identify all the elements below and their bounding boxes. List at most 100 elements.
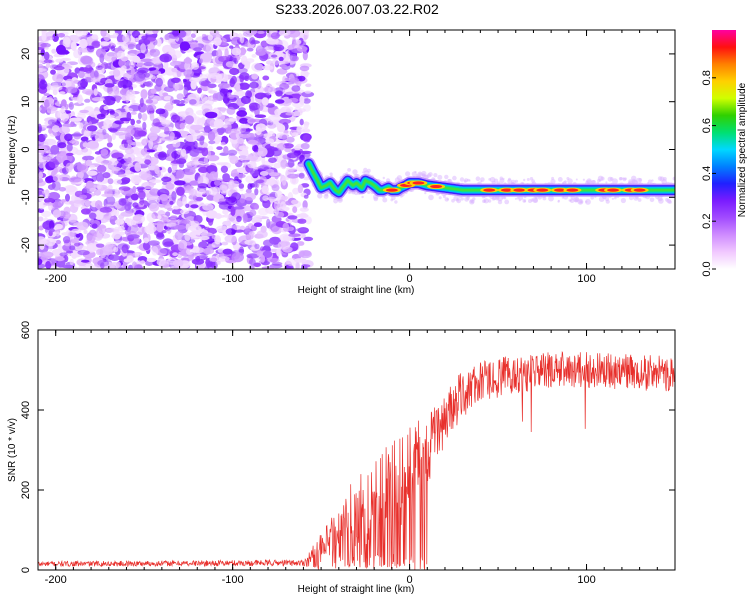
spectrogram-noise-blob xyxy=(79,194,88,200)
spectrogram-noise-blob xyxy=(294,145,301,151)
spectrogram-noise-blob xyxy=(251,54,257,58)
spectrogram-noise-blob xyxy=(273,198,280,204)
spectrogram-noise-blob xyxy=(240,133,251,139)
spectrogram-noise-blob xyxy=(193,47,203,52)
spectrogram-noise-blob xyxy=(76,97,84,102)
spectrogram-noise-blob xyxy=(185,223,191,231)
spectrogram-noise-blob xyxy=(185,184,192,192)
spectrogram-noise-blob xyxy=(243,192,256,201)
spectrogram-noise-blob xyxy=(201,103,213,112)
spectrogram-noise-blob xyxy=(239,47,246,56)
spectrogram-noise-blob xyxy=(303,176,311,181)
spectrogram-halo xyxy=(373,196,379,202)
spectrogram-noise-blob xyxy=(305,83,312,88)
spectrogram-noise-blob xyxy=(94,70,99,78)
spectrogram-noise-blob xyxy=(220,165,228,173)
spectrogram-noise-blob xyxy=(97,164,107,173)
spectrogram-halo xyxy=(526,178,530,181)
spectrogram-noise-blob xyxy=(45,176,53,184)
spectrogram-noise-blob xyxy=(178,80,183,90)
spectrogram-noise-blob xyxy=(288,97,299,103)
spectrogram-noise-blob xyxy=(300,143,310,150)
spectrogram-noise-blob xyxy=(52,174,63,183)
spectrogram-noise-blob xyxy=(195,255,201,263)
spectrogram-halo xyxy=(648,179,652,184)
spectrogram-noise-blob xyxy=(151,246,159,256)
spectrogram-noise-blob xyxy=(79,38,88,49)
spectrogram-halo xyxy=(414,170,417,174)
spectrogram-hotspot-core xyxy=(500,188,513,192)
spectrogram-noise-blob xyxy=(173,224,186,230)
spectrogram-noise-blob xyxy=(250,159,256,169)
spectrogram-noise-blob xyxy=(199,135,205,146)
spectrogram-noise-blob xyxy=(73,199,86,204)
spectrogram-noise-blob xyxy=(275,190,283,199)
spectrogram-noise-blob xyxy=(199,241,208,248)
spectrogram-noise-blob xyxy=(234,176,239,182)
spectrogram-noise-blob xyxy=(89,164,96,169)
spectrogram-noise-blob xyxy=(217,214,225,218)
spectrogram-noise-blob xyxy=(208,90,218,94)
spectrogram-noise-blob xyxy=(289,77,300,83)
spectrogram-noise-blob xyxy=(57,142,67,149)
spectrogram-noise-blob xyxy=(296,45,308,53)
spectrogram-noise-blob xyxy=(141,35,148,40)
spectrogram-noise-blob xyxy=(148,131,158,141)
spectrogram-noise-blob xyxy=(191,62,200,70)
spectrogram-noise-blob xyxy=(169,200,174,205)
spectrogram-noise-blob xyxy=(50,144,60,155)
spectrogram-noise-blob xyxy=(68,177,82,183)
spectrogram-noise-blob xyxy=(223,146,229,154)
spectrogram-noise-blob xyxy=(238,145,249,151)
spectrogram-noise-blob xyxy=(95,200,103,210)
spectrogram-noise-blob xyxy=(209,171,218,182)
spectrogram-noise-blob xyxy=(108,123,120,128)
spectrogram-noise-blob xyxy=(292,187,300,195)
spectrogram-noise-blob xyxy=(184,115,194,125)
spectrogram-noise-blob xyxy=(113,246,119,253)
spectrogram-noise-blob xyxy=(238,183,245,189)
spectrogram-halo xyxy=(472,197,476,201)
spectrogram-noise-blob xyxy=(77,80,87,88)
spectrogram-noise-blob xyxy=(291,37,297,46)
spectrogram-noise-blob xyxy=(52,201,63,209)
spectrogram-noise-blob xyxy=(86,45,95,53)
spectrogram-noise-blob xyxy=(199,58,203,64)
spectrogram-noise-blob xyxy=(254,257,262,261)
spectrogram-noise-blob xyxy=(156,38,162,47)
spectrogram-noise-blob xyxy=(83,229,88,234)
spectrogram-x-axis-label: Height of straight line (km) xyxy=(298,285,415,296)
spectrogram-noise-blob xyxy=(258,207,269,216)
spectrogram-noise-blob xyxy=(279,83,290,90)
snr-series-line xyxy=(38,351,675,570)
spectrogram-noise-blob xyxy=(156,223,164,233)
spectrogram-noise-blob xyxy=(96,121,101,126)
spectrogram-y-tick-label: 0 xyxy=(20,146,32,152)
spectrogram-noise-blob xyxy=(277,124,286,133)
spectrogram-noise-blob xyxy=(137,67,149,73)
spectrogram-noise-blob xyxy=(222,209,229,215)
spectrogram-noise-blob xyxy=(221,241,229,246)
spectrogram-noise-blob xyxy=(302,50,308,61)
spectrogram-noise-blob xyxy=(159,194,169,201)
spectrogram-noise-blob xyxy=(130,118,135,126)
spectrogram-noise-blob xyxy=(184,166,196,175)
spectrogram-noise-blob xyxy=(79,66,85,71)
spectrogram-noise-blob xyxy=(127,202,132,210)
spectrogram-noise-blob xyxy=(185,248,194,255)
spectrogram-noise-blob xyxy=(55,231,60,237)
spectrogram-noise-blob xyxy=(266,60,273,65)
spectrogram-halo xyxy=(619,177,623,181)
spectrogram-noise-blob xyxy=(250,169,259,177)
spectrogram-halo xyxy=(444,174,449,180)
spectrogram-noise-blob xyxy=(143,30,155,35)
spectrogram-noise-blob xyxy=(262,75,270,81)
spectrogram-noise-blob xyxy=(225,196,238,206)
spectrogram-noise-blob xyxy=(222,220,232,227)
spectrogram-noise-blob xyxy=(86,170,98,176)
spectrogram-noise-blob xyxy=(258,102,264,112)
spectrogram-noise-blob xyxy=(285,112,295,116)
spectrogram-noise-blob xyxy=(172,139,181,148)
spectrogram-noise-blob xyxy=(130,174,142,185)
